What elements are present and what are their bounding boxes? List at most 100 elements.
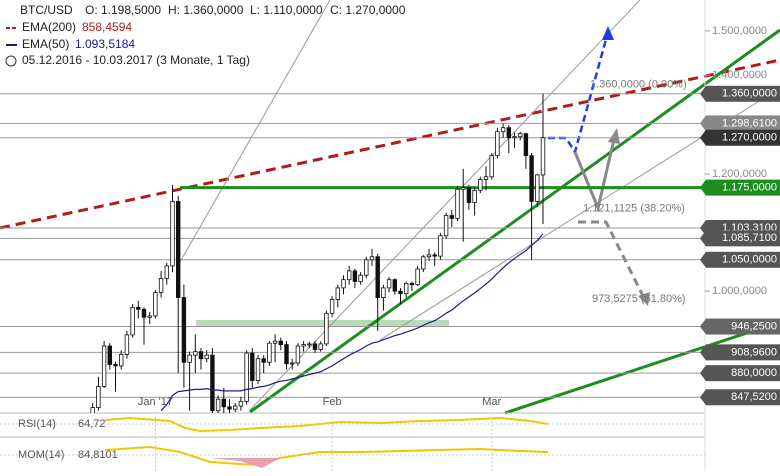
level-pointer <box>700 129 706 146</box>
level-label: 880,0000 <box>731 367 777 379</box>
candle-body <box>295 345 301 364</box>
candle-body <box>113 364 118 367</box>
candle-body <box>250 352 255 381</box>
ohlc-open: O: 1.198,5000 <box>85 3 161 17</box>
indicator-name: MOM(14) <box>18 449 64 461</box>
arrow-head <box>602 26 614 40</box>
candle-body <box>124 334 130 355</box>
ohlc-low: L: 1.110,0000 <box>250 3 323 17</box>
channel-line <box>249 0 641 411</box>
candle-body <box>221 398 226 408</box>
candle-body <box>96 385 101 408</box>
candle-body <box>187 354 192 363</box>
level-box <box>706 365 780 382</box>
candle-body <box>255 358 261 381</box>
mom-fill <box>210 458 280 468</box>
ema200-label: EMA(200) <box>22 20 76 34</box>
level-pointer <box>700 318 706 335</box>
candle-body <box>472 189 477 203</box>
candle-body <box>90 407 95 413</box>
candle-body <box>392 279 397 292</box>
period: 05.12.2016 - 10.03.2017 (3 Monate, 1 Tag… <box>22 53 250 67</box>
x-tick-label: Mar <box>482 396 501 408</box>
arrow-head <box>608 128 620 144</box>
candle-body <box>141 308 147 318</box>
level-pointer <box>700 251 706 268</box>
candle-body <box>529 155 534 202</box>
trendline <box>249 28 780 414</box>
candle-body <box>478 179 483 191</box>
header: BTC/USD O: 1.198,5000 H: 1.360,0000 L: 1… <box>5 3 406 67</box>
level-label: 1.270,0000 <box>722 132 777 144</box>
channel-line <box>179 0 331 263</box>
level-pointer <box>700 389 706 406</box>
candle-body <box>130 306 135 336</box>
candle-body <box>324 312 329 345</box>
candle-body <box>500 127 506 133</box>
candle-body <box>381 287 386 298</box>
level-label: 1.298,6100 <box>722 117 777 129</box>
level-label: 946,2500 <box>731 320 777 332</box>
level-box <box>706 85 780 102</box>
candle-body <box>438 235 443 257</box>
candle-body <box>147 315 152 318</box>
y-tick-label: 1.000,0000 <box>712 285 767 297</box>
candle-body <box>540 137 546 176</box>
level-label: 1.050,0000 <box>722 254 777 266</box>
trendline <box>504 320 780 415</box>
candle-body <box>506 127 511 139</box>
candle-body <box>170 201 175 267</box>
candle-body <box>204 354 209 360</box>
fib-label: 973,5275 (61.80%) <box>592 293 686 305</box>
level-pointer <box>700 344 706 361</box>
candle-body <box>329 299 335 314</box>
candle-body <box>175 201 181 298</box>
candle-body <box>523 133 529 157</box>
candle-body <box>272 340 278 344</box>
candle-body <box>153 291 158 317</box>
candle-body <box>278 340 283 346</box>
candle-body <box>375 256 380 298</box>
level-pointer <box>700 179 706 196</box>
candle-body <box>289 362 295 365</box>
level-label: 908,9600 <box>731 346 777 358</box>
level-label: 847,5200 <box>731 391 777 403</box>
y-tick-label: 1.500,0000 <box>712 25 767 37</box>
candle-body <box>244 352 249 402</box>
candle-body <box>164 265 169 279</box>
candle-body <box>369 256 375 261</box>
arrow-head <box>638 292 650 306</box>
level-pointer <box>700 85 706 102</box>
overlay: 1.000,0000 1.200,0000 1.400,0000 1.500,0000… <box>18 25 780 471</box>
level-pointer <box>700 220 706 237</box>
candle-body <box>312 343 318 350</box>
ohlc-high: H: 1.360,0000 <box>168 3 244 17</box>
candle-body <box>181 297 187 363</box>
candle-body <box>460 187 466 190</box>
candle-body <box>158 277 164 293</box>
level-pointer <box>700 115 706 132</box>
y-tick-label: 1.200,0000 <box>712 168 767 180</box>
indicator-value: 64,72 <box>78 418 106 430</box>
level-pointer <box>700 365 706 382</box>
price-panel <box>0 93 705 413</box>
level-box <box>706 251 780 268</box>
level-box <box>706 318 780 335</box>
level-box <box>706 230 780 247</box>
candle-body <box>107 345 112 365</box>
candle-body <box>489 155 494 178</box>
candle-body <box>232 405 238 410</box>
level-box <box>706 115 780 132</box>
candle-body <box>101 345 107 387</box>
candle-body <box>415 268 420 286</box>
candle-body <box>301 344 306 347</box>
candle-body <box>261 358 266 363</box>
candle-body <box>364 259 369 276</box>
candle-body <box>535 174 540 202</box>
candle-body <box>215 398 221 412</box>
zone <box>196 320 449 327</box>
candle-body <box>352 270 358 282</box>
candle-body <box>512 136 517 139</box>
candle-body <box>335 287 340 300</box>
mom-line <box>104 445 549 467</box>
